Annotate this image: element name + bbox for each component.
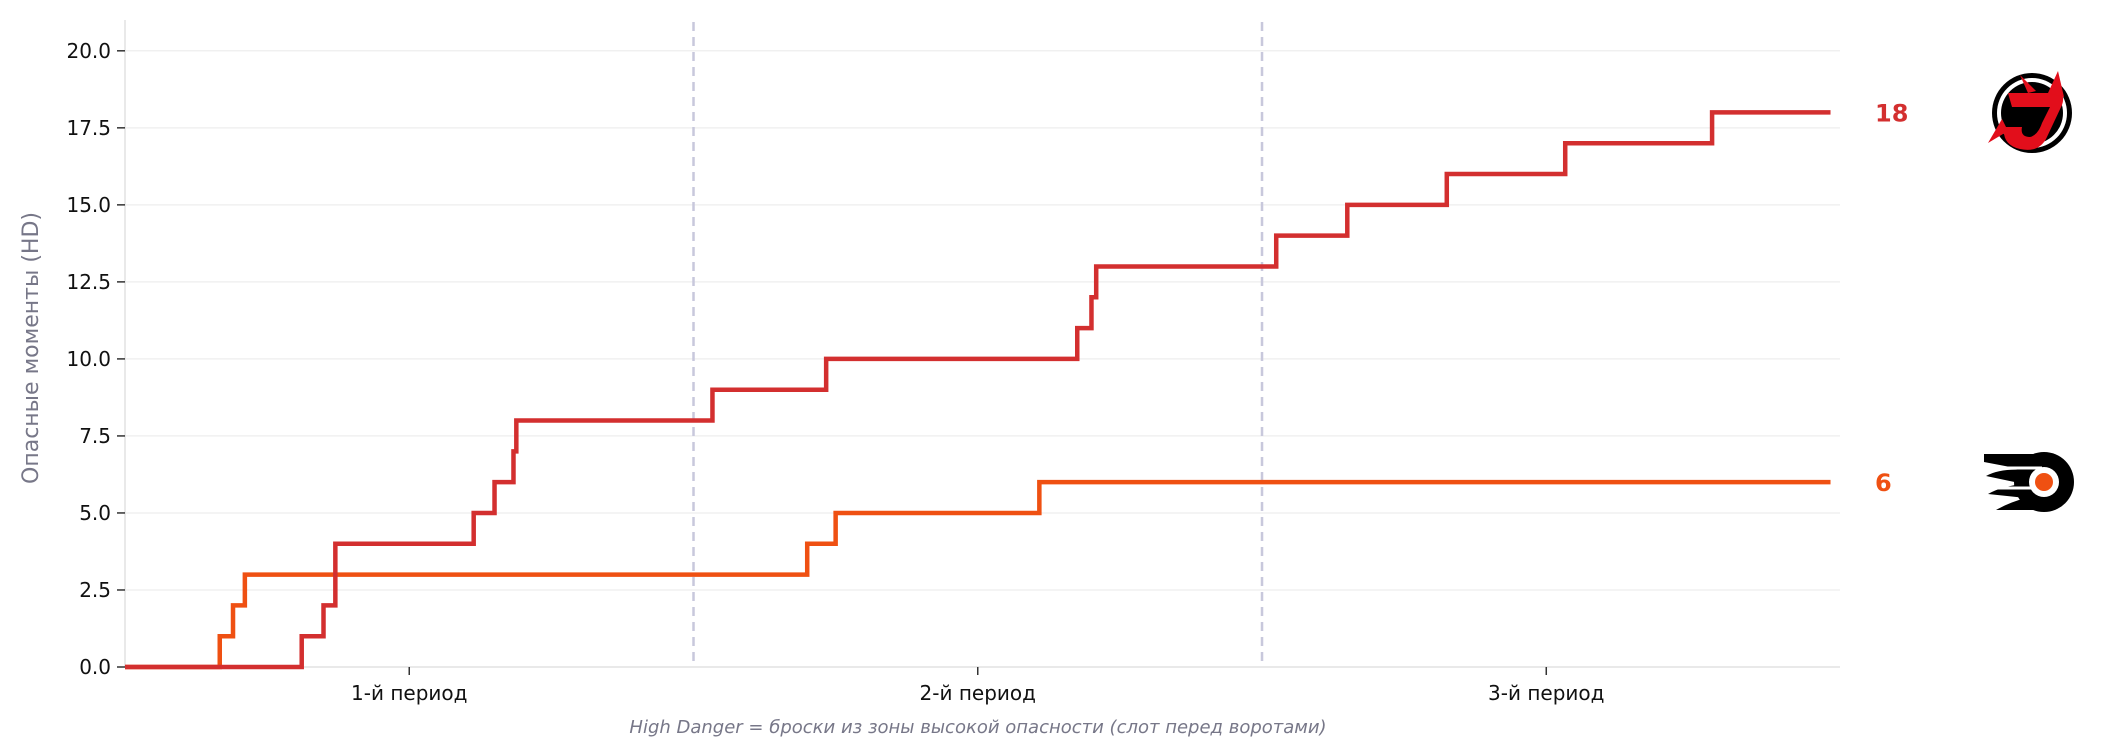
- devils-logo-icon: [1988, 71, 2072, 153]
- grid-lines: [125, 50, 1840, 591]
- y-tick-label: 5.0: [79, 501, 111, 525]
- period-dividers: [692, 22, 1264, 667]
- y-axis-label: Опасные моменты (HD): [19, 212, 44, 484]
- y-axis-ticks: 0.0 2.5 5.0 7.5 10.0 12.5 15.0 17.5 20.0: [66, 39, 125, 679]
- x-tick-label: 2-й период: [920, 681, 1036, 705]
- x-tick-label: 3-й период: [1488, 681, 1604, 705]
- final-value-labels: 18 6: [1875, 99, 1908, 497]
- y-tick-label: 0.0: [79, 655, 111, 679]
- y-tick-label: 17.5: [66, 116, 111, 140]
- final-value-label: 18: [1875, 99, 1908, 127]
- series-line: [125, 110, 1831, 670]
- y-tick-label: 10.0: [66, 347, 111, 371]
- y-tick-label: 20.0: [66, 39, 111, 63]
- y-tick-label: 12.5: [66, 270, 111, 294]
- y-tick-label: 2.5: [79, 578, 111, 602]
- series-line: [125, 479, 1831, 670]
- series-lines: [125, 110, 1831, 670]
- x-tick-label: 1-й период: [351, 681, 467, 705]
- y-tick-label: 7.5: [79, 424, 111, 448]
- final-value-label: 6: [1875, 469, 1892, 497]
- x-axis-ticks: 1-й период 2-й период 3-й период: [351, 667, 1604, 705]
- footnote: High Danger = броски из зоны высокой опа…: [629, 717, 1326, 738]
- axes: [124, 20, 1840, 668]
- flyers-logo-icon: [1984, 452, 2074, 512]
- y-tick-label: 15.0: [66, 193, 111, 217]
